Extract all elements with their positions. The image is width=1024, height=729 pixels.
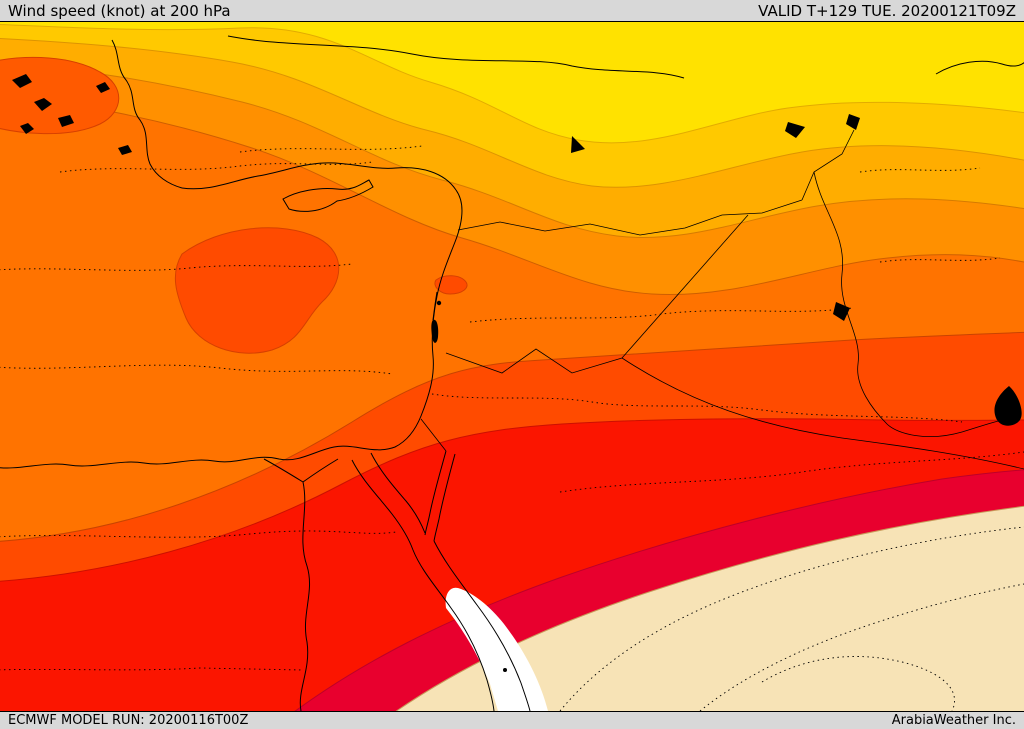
dotted-contour — [859, 167, 981, 173]
dotted-contour — [879, 257, 1001, 263]
map-canvas — [0, 22, 1024, 711]
patch-aegean-fill — [0, 56, 120, 135]
border-iran-iraq — [813, 171, 1013, 437]
dotted-contour — [699, 583, 1024, 711]
border-syria-iraq — [621, 214, 749, 359]
header-bar: Wind speed (knot) at 200 hPa VALID T+129… — [0, 0, 1024, 22]
border-iraq-saudi — [621, 357, 1024, 470]
lake-tuz — [571, 136, 585, 153]
patch-levant-fill — [434, 275, 468, 295]
border-turkey-east — [801, 129, 855, 201]
aegean-island — [20, 123, 34, 134]
dotted-contour — [559, 451, 1024, 493]
dead-sea — [431, 319, 439, 343]
aegean-island — [34, 98, 52, 111]
coastline-caspian — [935, 60, 1024, 75]
persian-gulf-head — [994, 386, 1022, 426]
dotted-contour — [431, 393, 963, 423]
map-title: Wind speed (knot) at 200 hPa — [8, 1, 231, 20]
dotted-contour — [0, 364, 393, 375]
dotted-contours — [0, 145, 1024, 711]
border-egypt-israel — [420, 418, 447, 452]
country-borders — [420, 129, 1024, 470]
brand-label: ArabiaWeather Inc. — [891, 712, 1016, 728]
aegean-island — [12, 74, 32, 88]
river-nile-delta-east — [302, 458, 339, 483]
border-jordan-saudi — [445, 348, 623, 374]
coastline-black-sea — [227, 35, 685, 79]
red-sea-white-fill — [445, 587, 548, 711]
lake-van — [785, 122, 805, 138]
lakes-and-islands — [12, 74, 1022, 672]
lake-razzaza — [833, 302, 850, 321]
coastlines — [0, 35, 1024, 711]
model-run-label: ECMWF MODEL RUN: 20200116T00Z — [8, 712, 249, 728]
coastline-red-sea-west — [412, 549, 495, 711]
aegean-island — [96, 82, 110, 93]
river-jordan — [432, 291, 438, 321]
coastline-gulf-aqaba-west — [424, 450, 447, 536]
sea-of-galilee — [436, 300, 442, 306]
dotted-contour — [0, 530, 397, 538]
contour-bands — [0, 22, 1024, 711]
coastline-gulf-suez-east — [370, 452, 426, 534]
dotted-contour — [0, 263, 353, 271]
border-turkey-syria — [457, 199, 803, 236]
coastline-gulf-suez-west — [351, 459, 414, 551]
coastline-red-sea-east — [433, 540, 531, 711]
dotted-contour — [239, 145, 423, 153]
footer-bar: ECMWF MODEL RUN: 20200116T00Z ArabiaWeat… — [0, 711, 1024, 729]
dotted-contour — [59, 161, 373, 173]
dotted-contour — [469, 307, 853, 323]
coastline-mediterranean — [0, 162, 463, 469]
lake-urmia — [846, 114, 860, 130]
band-9-fill — [395, 505, 1024, 711]
aegean-island — [58, 115, 74, 127]
river-nile — [299, 481, 310, 711]
coastline-aegean-turkey — [111, 39, 183, 189]
red-sea-island — [503, 668, 507, 672]
aegean-island — [118, 145, 132, 155]
coastline-gulf-aqaba-east — [433, 453, 456, 542]
valid-time-label: VALID T+129 TUE. 20200121T09Z — [758, 1, 1016, 20]
weather-map-svg — [0, 22, 1024, 711]
coastline-cyprus — [282, 179, 374, 212]
patch-east-med-fill — [174, 227, 340, 354]
river-nile-delta-west — [263, 458, 304, 483]
